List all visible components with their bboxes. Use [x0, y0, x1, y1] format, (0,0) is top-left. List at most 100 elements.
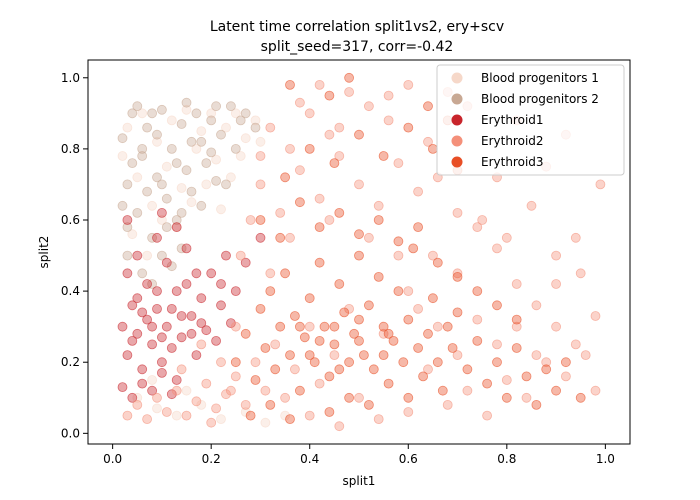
scatter-point — [132, 293, 143, 304]
scatter-point — [590, 311, 601, 321]
scatter-point — [383, 90, 394, 101]
scatter-point — [423, 364, 433, 375]
scatter-point — [216, 204, 226, 215]
scatter-point — [561, 357, 571, 368]
legend-box — [436, 64, 625, 176]
scatter-point — [132, 328, 143, 339]
scatter-point — [314, 80, 325, 90]
scatter-point — [363, 399, 374, 410]
scatter-point — [191, 396, 202, 407]
scatter-point — [363, 101, 374, 112]
scatter-point — [132, 250, 143, 261]
scatter-point — [472, 314, 483, 325]
scatter-point — [122, 122, 133, 133]
scatter-point — [319, 321, 330, 332]
scatter-point — [176, 119, 187, 129]
scatter-point — [235, 151, 246, 161]
scatter-point — [137, 151, 148, 161]
scatter-point — [127, 300, 138, 311]
scatter-point — [186, 197, 197, 208]
scatter-point — [344, 392, 355, 403]
scatter-point — [137, 364, 148, 375]
scatter-point — [186, 186, 197, 197]
scatter-point — [270, 364, 281, 375]
scatter-point — [378, 350, 389, 361]
scatter-point — [482, 378, 493, 389]
scatter-point — [225, 385, 236, 396]
scatter-point — [166, 261, 177, 272]
scatter-point — [166, 303, 177, 314]
scatter-point — [432, 321, 443, 332]
scatter-point — [413, 303, 424, 314]
scatter-point — [132, 399, 143, 410]
scatter-point — [225, 318, 236, 329]
scatter-point — [304, 321, 315, 332]
scatter-point — [324, 215, 335, 225]
legend-marker — [451, 72, 463, 84]
scatter-point — [122, 215, 133, 225]
chart-title: Latent time correlation split1vs2, ery+s… — [210, 19, 504, 35]
scatter-point — [230, 371, 241, 382]
scatter-point — [122, 250, 133, 261]
scatter-point — [294, 197, 305, 208]
scatter-point — [142, 250, 153, 261]
scatter-point — [206, 417, 217, 428]
x-tick-label: 0.6 — [399, 452, 418, 466]
scatter-point — [329, 339, 340, 350]
scatter-point — [265, 399, 276, 410]
scatter-point — [196, 200, 207, 211]
legend-label: Erythroid1 — [481, 113, 544, 127]
scatter-point — [334, 279, 345, 289]
scatter-point — [230, 108, 241, 119]
scatter-point — [368, 364, 379, 375]
scatter-point — [383, 378, 394, 389]
scatter-point — [324, 90, 335, 101]
scatter-point — [211, 154, 222, 165]
scatter-point — [201, 158, 212, 169]
legend-label: Erythroid2 — [481, 134, 544, 148]
scatter-point — [221, 179, 231, 190]
scatter-point — [211, 335, 222, 346]
scatter-point — [142, 122, 153, 133]
scatter-point — [240, 399, 251, 410]
scatter-point — [230, 286, 241, 297]
scatter-point — [132, 101, 143, 112]
scatter-point — [137, 143, 148, 154]
scatter-point — [221, 389, 231, 400]
scatter-point — [196, 126, 207, 137]
scatter-point — [181, 410, 192, 421]
scatter-point — [334, 421, 345, 432]
scatter-point — [156, 215, 167, 225]
scatter-point — [280, 392, 291, 403]
scatter-point — [132, 392, 143, 403]
scatter-point — [452, 207, 463, 218]
scatter-point — [166, 389, 177, 400]
scatter-point — [501, 232, 512, 243]
x-tick-label: 0.2 — [202, 452, 221, 466]
scatter-point — [216, 414, 226, 425]
scatter-point — [117, 200, 128, 211]
scatter-point — [354, 250, 364, 261]
scatter-point — [373, 215, 384, 225]
scatter-point — [344, 303, 355, 314]
x-tick-label: 0.0 — [103, 452, 122, 466]
scatter-point — [260, 417, 271, 428]
scatter-point — [147, 375, 158, 385]
scatter-point — [191, 268, 202, 279]
scatter-point — [531, 350, 542, 361]
scatter-point — [137, 268, 148, 279]
scatter-point — [511, 279, 522, 289]
scatter-point — [230, 143, 241, 154]
scatter-point — [191, 108, 202, 119]
scatter-point — [156, 179, 167, 190]
scatter-point — [161, 222, 172, 233]
scatter-point — [472, 335, 483, 346]
scatter-point — [147, 339, 158, 350]
scatter-point — [452, 268, 463, 279]
scatter-point — [275, 321, 286, 332]
scatter-point — [413, 186, 424, 197]
legend-label: Blood progenitors 1 — [481, 71, 599, 85]
scatter-point — [294, 165, 305, 176]
legend: Blood progenitors 1 Blood progenitors 2 Er… — [436, 64, 625, 176]
scatter-point — [363, 232, 374, 243]
